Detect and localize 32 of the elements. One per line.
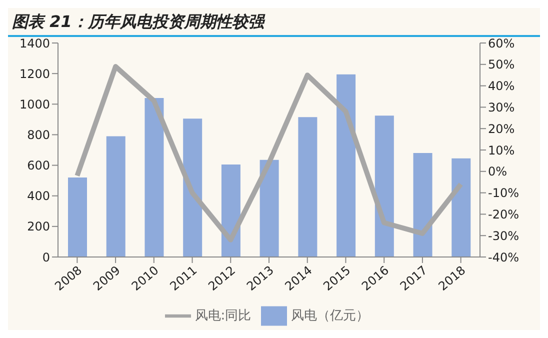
legend-label: 风电:同比 xyxy=(194,308,252,324)
y2-tick-label: 60% xyxy=(488,36,515,50)
bar xyxy=(298,117,318,257)
bar xyxy=(144,98,164,257)
y2-tick-label: -30% xyxy=(488,228,520,243)
y2-tick-label: 0% xyxy=(488,164,508,179)
bar xyxy=(183,118,202,257)
bar xyxy=(336,74,356,257)
bar xyxy=(452,158,471,257)
y-tick-label: 800 xyxy=(27,128,50,142)
y-tick-label: 1200 xyxy=(19,66,50,81)
y2-tick-label: -20% xyxy=(488,207,520,222)
bar xyxy=(260,160,279,257)
legend-label: 风电（亿元） xyxy=(291,308,370,324)
y-tick-label: 1000 xyxy=(19,97,50,112)
y2-tick-label: 50% xyxy=(488,58,515,72)
y-tick-label: 400 xyxy=(27,189,50,204)
bar xyxy=(106,136,126,257)
y2-tick-label: -40% xyxy=(488,250,520,264)
chart-title: 图表 21：历年风电投资周期性较强 xyxy=(8,8,540,37)
y-tick-label: 0 xyxy=(42,250,50,264)
y-tick-label: 1400 xyxy=(19,36,50,50)
y-tick-label: 200 xyxy=(27,220,50,234)
y2-tick-label: -10% xyxy=(488,186,520,200)
bar xyxy=(68,178,87,257)
y2-tick-label: 40% xyxy=(488,79,515,94)
bar xyxy=(374,116,394,257)
y2-tick-label: 10% xyxy=(488,143,515,158)
y2-tick-label: 20% xyxy=(488,122,515,136)
y-tick-label: 600 xyxy=(27,158,50,173)
bar xyxy=(413,153,432,257)
y2-tick-label: 30% xyxy=(488,100,515,114)
